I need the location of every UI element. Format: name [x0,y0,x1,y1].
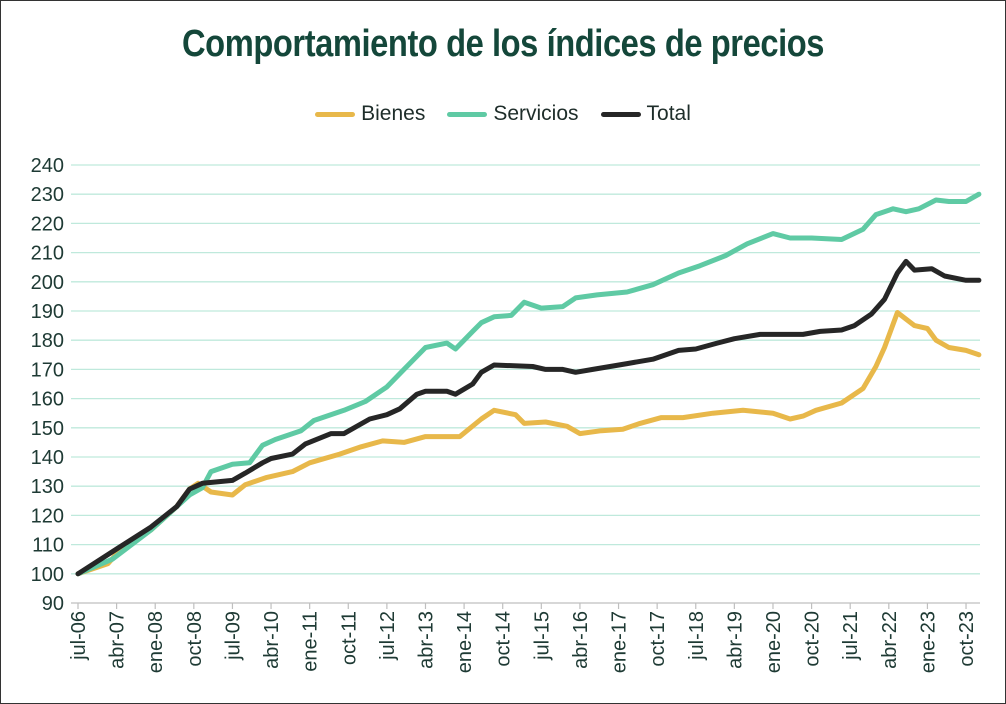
y-tick-label: 240 [31,155,64,177]
x-tick-label: oct-23 [956,611,978,667]
series-line-bienes [75,310,982,577]
x-tick-label: abr-19 [724,611,746,669]
y-tick-label: 230 [31,184,64,206]
x-tick-label: jul-21 [840,611,862,661]
y-tick-label: 160 [31,389,64,411]
legend-swatch-bienes [315,111,356,117]
x-tick-label: ene-08 [145,611,167,673]
legend-label-bienes: Bienes [361,102,426,125]
y-tick-label: 220 [31,213,64,235]
x-tick-label: ene-20 [763,611,785,673]
y-tick-label: 100 [31,564,64,586]
x-tick-label: abr-22 [879,611,901,669]
x-tick-label: ene-11 [300,611,322,672]
series-line-servicios [75,191,982,577]
legend: Bienes Servicios Total [1,102,1005,126]
legend-swatch-servicios [447,111,488,117]
y-tick-label: 210 [31,243,64,265]
x-tick-label: abr-10 [261,611,283,669]
x-tick-label: abr-16 [570,611,592,669]
x-tick-label: oct-11 [338,611,360,665]
x-tick-label: ene-14 [454,611,476,673]
legend-item-servicios: Servicios [447,102,579,126]
x-tick-label: ene-23 [917,611,939,673]
y-tick-label: 90 [42,593,64,615]
x-tick-label: oct-20 [802,611,824,667]
y-tick-label: 110 [32,535,64,557]
x-tick-label: ene-17 [609,611,631,673]
x-tick-label: jul-06 [68,611,90,661]
y-tick-label: 170 [31,359,64,381]
y-tick-label: 200 [31,272,64,294]
legend-item-total: Total [600,102,691,126]
legend-label-total: Total [646,102,691,125]
x-tick-label: jul-09 [222,611,244,661]
y-tick-label: 180 [31,330,64,352]
y-tick-label: 120 [31,505,64,527]
y-tick-label: 130 [31,476,64,498]
legend-item-bienes: Bienes [315,102,425,126]
y-tick-label: 140 [31,447,64,469]
x-tick-label: jul-18 [686,611,708,661]
x-tick-label: abr-13 [415,611,437,669]
x-tick-label: oct-08 [184,611,206,667]
series-line-total [75,258,982,577]
legend-swatch-total [600,111,641,117]
chart-title: Comportamiento de los índices de precios [182,23,824,65]
x-tick-label: jul-15 [531,611,553,661]
y-tick-label: 150 [31,418,64,440]
x-tick-label: oct-14 [493,611,515,667]
legend-label-servicios: Servicios [493,102,579,125]
x-tick-label: abr-07 [107,611,129,669]
x-tick-label: oct-17 [647,611,669,667]
x-tick-label: jul-12 [377,611,399,661]
y-tick-label: 190 [31,301,64,323]
